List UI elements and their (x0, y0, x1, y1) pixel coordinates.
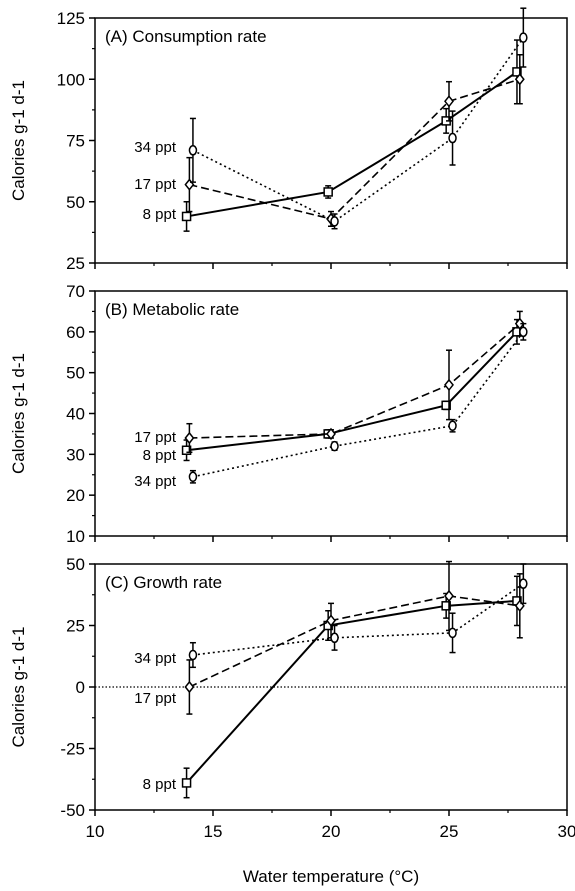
chart-1-y-tick-label: 75 (66, 132, 85, 151)
chart-2-point-8-ppt (181, 445, 192, 455)
chart-2-series-line-8-ppt (186, 331, 518, 452)
chart-1-point-8-ppt (512, 67, 522, 77)
chart-3-y-tick-label: 50 (66, 555, 85, 574)
chart-3-title: (C) Growth rate (105, 573, 222, 592)
chart-2-point-17-ppt (514, 317, 525, 330)
chart-3-y-tick-label: 25 (66, 617, 85, 636)
chart-2-point-34-ppt (188, 471, 198, 483)
chart-2-title: (B) Metabolic rate (105, 300, 239, 319)
chart-1-point-34-ppt (448, 132, 457, 144)
chart-2-y-tick-label: 20 (66, 486, 85, 505)
chart-2-point-34-ppt (330, 440, 339, 452)
chart-3-point-17-ppt (326, 614, 336, 627)
chart-3-point-34-ppt (519, 578, 528, 589)
chart-1-series-label-17-ppt: 17 ppt (134, 176, 177, 193)
chart-3-point-34-ppt (330, 632, 339, 644)
chart-1-point-34-ppt (188, 145, 198, 156)
chart-3-series-line-17-ppt (189, 595, 520, 688)
chart-1-point-17-ppt (514, 73, 525, 86)
chart-2-y-tick-label: 30 (66, 445, 85, 464)
chart-2-series-line-34-ppt (192, 331, 524, 478)
chart-3-point-17-ppt (444, 589, 454, 603)
chart-3-point-8-ppt (441, 601, 451, 611)
chart-2-y-tick-label: 70 (66, 282, 85, 301)
chart-1-y-axis-label: Calories g-1 d-1 (9, 80, 28, 201)
chart-1-series-label-8-ppt: 8 ppt (143, 206, 177, 223)
chart-2-point-17-ppt (184, 431, 195, 445)
chart-1-series-line-34-ppt (192, 37, 524, 223)
chart-1-title: (A) Consumption rate (105, 27, 267, 46)
chart-2-series-label-8-ppt: 8 ppt (143, 447, 177, 464)
chart-1-y-tick-label: 25 (66, 254, 85, 273)
chart-2-y-tick-label: 10 (66, 527, 85, 546)
chart-3-x-tick-label: 25 (440, 822, 459, 841)
chart-2-y-tick-label: 60 (66, 323, 85, 342)
chart-2-series-line-17-ppt (189, 323, 521, 439)
chart-3-series-label-8-ppt: 8 ppt (143, 776, 177, 793)
chart-2-y-tick-label: 40 (66, 405, 85, 424)
x-axis-label: Water temperature (°C) (243, 867, 419, 886)
chart-1-y-tick-label: 50 (66, 193, 85, 212)
chart-1-y-tick-label: 125 (57, 9, 85, 28)
chart-1-point-8-ppt (323, 187, 333, 197)
chart-3-point-17-ppt (184, 680, 195, 694)
chart-3-x-tick-label: 30 (558, 822, 575, 841)
chart-3-y-tick-label: -50 (60, 801, 85, 820)
chart-3-series-label-34-ppt: 34 ppt (134, 650, 177, 667)
chart-2-point-34-ppt (448, 420, 457, 431)
chart-3-point-34-ppt (188, 649, 198, 661)
chart-2-plot-frame (94, 290, 568, 537)
chart-2-series-label-34-ppt: 34 ppt (134, 473, 177, 490)
chart-2-y-axis-label: Calories g-1 d-1 (9, 353, 28, 474)
chart-3-y-tick-label: 0 (76, 678, 85, 697)
chart-3-x-tick-label: 20 (322, 822, 341, 841)
chart-1-point-17-ppt (444, 95, 454, 108)
chart-2-point-34-ppt (519, 326, 528, 338)
chart-3-y-axis-label: Calories g-1 d-1 (9, 627, 28, 748)
chart-3-series-line-8-ppt (185, 599, 518, 784)
chart-2-point-17-ppt (326, 427, 336, 441)
chart-1-series-line-17-ppt (189, 78, 521, 220)
chart-3-point-34-ppt (448, 627, 457, 639)
chart-3-y-tick-label: -25 (60, 740, 85, 759)
chart-3-series-line-34-ppt (192, 583, 524, 656)
chart-2-point-17-ppt (444, 378, 454, 392)
chart-3-x-tick-label: 10 (86, 822, 105, 841)
chart-1-series-label-34-ppt: 34 ppt (134, 139, 177, 156)
chart-1-point-8-ppt (181, 211, 192, 222)
chart-1-y-tick-label: 100 (57, 70, 85, 89)
chart-3-point-8-ppt (181, 778, 192, 788)
chart-2-y-tick-label: 50 (66, 364, 85, 383)
chart-3-x-tick-label: 15 (204, 822, 223, 841)
chart-2-point-8-ppt (441, 400, 451, 411)
chart-2-series-label-17-ppt: 17 ppt (134, 429, 177, 446)
chart-3-series-label-17-ppt: 17 ppt (134, 690, 177, 707)
chart-1-series-line-8-ppt (186, 71, 518, 218)
chart-1-point-34-ppt (519, 32, 528, 43)
chart-1-point-34-ppt (330, 216, 339, 227)
